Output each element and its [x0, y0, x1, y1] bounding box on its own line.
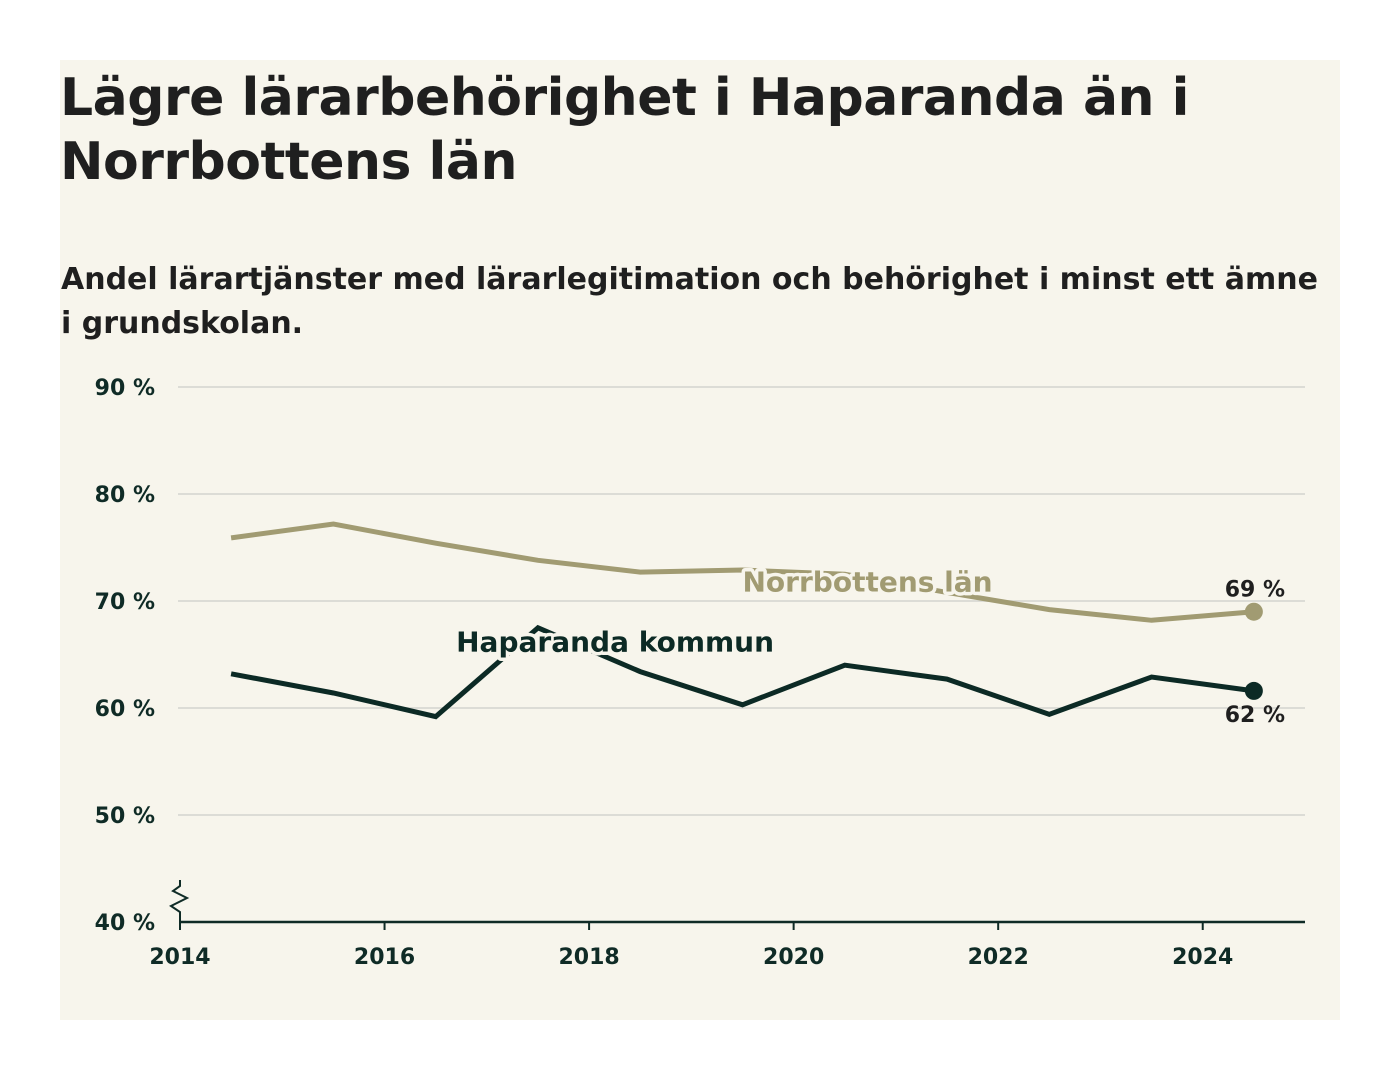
- x-tick-label: 2022: [968, 945, 1029, 970]
- y-tick-label: 60 %: [95, 697, 155, 722]
- chart-title: Lägre lärarbehörighet i Haparanda än i N…: [60, 68, 1190, 192]
- series-end-point-0: [1244, 602, 1263, 621]
- x-tick-label: 2024: [1172, 945, 1233, 970]
- axis-break-icon: [169, 880, 190, 922]
- y-tick-label: 50 %: [95, 804, 155, 829]
- series-name-label-0: Norrbottens län: [743, 565, 993, 598]
- y-tick-label: 80 %: [95, 483, 155, 508]
- y-tick-label: 40 %: [95, 911, 155, 936]
- x-tick-label: 2020: [763, 945, 824, 970]
- x-tick-label: 2016: [354, 945, 415, 970]
- series-labels: Norrbottens län 69 % Haparanda kommun 62 %: [453, 562, 1285, 728]
- y-axis-ticks: 40 % 50 % 60 % 70 % 80 % 90 %: [95, 376, 155, 936]
- series-end-value-label-1: 62 %: [1225, 703, 1285, 728]
- x-axis-ticks: 2014 2016 2018 2020 2022 2024: [149, 922, 1233, 970]
- chart-subtitle: Andel lärartjänster med lärarlegitimatio…: [61, 262, 1318, 341]
- series-end-value-label-0: 69 %: [1225, 578, 1285, 603]
- series-line-1: [230, 624, 1255, 720]
- chart-panel: [60, 60, 1340, 1020]
- series-line-0: [230, 521, 1255, 623]
- series-end-point-1: [1244, 681, 1263, 700]
- y-tick-label: 70 %: [95, 590, 155, 615]
- x-tick-label: 2018: [558, 945, 619, 970]
- gridlines: [178, 386, 1305, 816]
- series-lines: [230, 521, 1263, 720]
- series-name-label-1: Haparanda kommun: [456, 625, 774, 658]
- x-tick-label: 2014: [149, 945, 210, 970]
- y-tick-label: 90 %: [95, 376, 155, 401]
